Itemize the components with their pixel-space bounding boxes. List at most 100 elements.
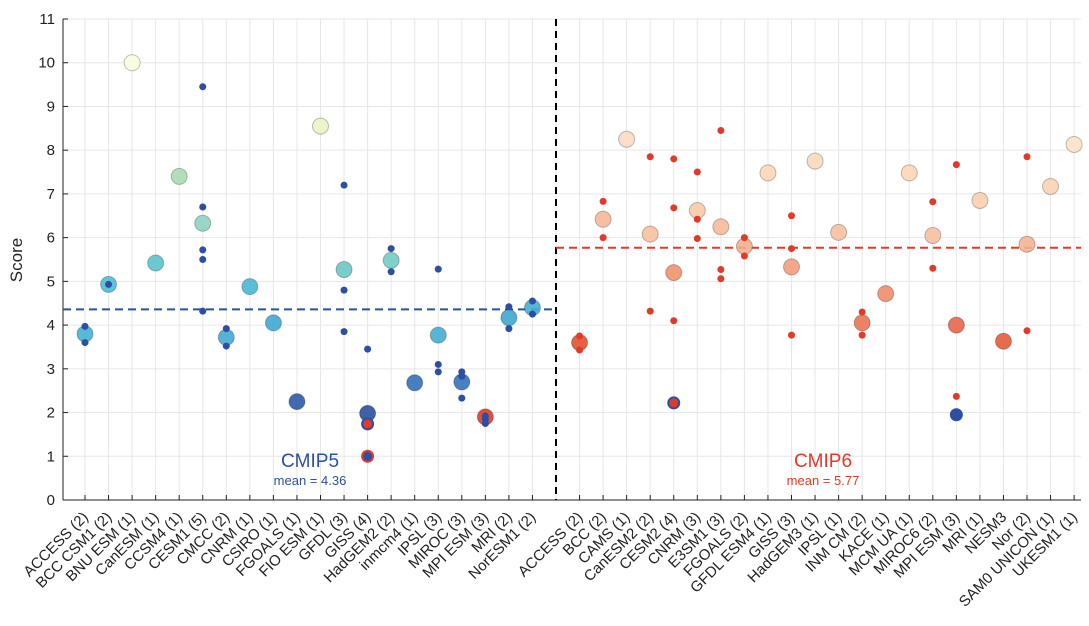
- member-marker: [599, 234, 607, 242]
- y-tick-label: 5: [47, 273, 55, 290]
- member-marker: [788, 212, 795, 220]
- y-tick-label: 9: [47, 98, 55, 115]
- member-marker: [717, 275, 725, 283]
- mean-marker: [1065, 135, 1083, 153]
- member-marker: [858, 308, 866, 316]
- member-marker: [361, 449, 375, 463]
- y-tick-label: 7: [47, 186, 55, 203]
- member-marker: [458, 372, 466, 380]
- y-tick-label: 0: [47, 492, 55, 509]
- member-marker: [340, 328, 348, 336]
- member-marker: [670, 204, 678, 212]
- mean-marker: [594, 210, 612, 228]
- member-marker: [361, 417, 375, 431]
- member-marker: [667, 396, 681, 410]
- group-label: CMIP6: [794, 451, 852, 472]
- member-marker: [693, 215, 701, 223]
- member-marker: [670, 317, 678, 325]
- y-axis-label: Score: [7, 238, 26, 282]
- member-marker: [199, 83, 207, 91]
- member-marker: [481, 419, 489, 427]
- mean-marker: [147, 254, 165, 272]
- mean-marker: [406, 374, 424, 392]
- y-tick-label: 4: [47, 317, 55, 334]
- mean-marker: [947, 316, 965, 334]
- mean-marker: [665, 264, 683, 282]
- mean-marker: [264, 314, 282, 332]
- mean-marker: [641, 225, 659, 243]
- mean-marker: [994, 332, 1012, 350]
- member-marker: [929, 264, 937, 272]
- mean-marker: [382, 251, 400, 269]
- group-mean-label: mean = 4.36: [274, 473, 347, 488]
- member-marker: [788, 245, 795, 253]
- member-marker: [693, 235, 701, 243]
- member-marker: [717, 266, 725, 274]
- member-marker: [858, 331, 866, 339]
- group-label: CMIP5: [281, 451, 339, 472]
- member-marker: [952, 392, 960, 400]
- member-marker: [81, 322, 89, 330]
- member-marker: [740, 252, 748, 260]
- mean-marker: [500, 309, 518, 327]
- member-marker: [387, 245, 395, 253]
- member-marker: [434, 360, 442, 368]
- mean-marker: [712, 218, 730, 236]
- mean-marker: [170, 167, 188, 185]
- y-tick-label: 3: [47, 361, 55, 378]
- y-tick-label: 1: [47, 448, 55, 465]
- member-marker: [434, 368, 442, 376]
- mean-marker: [924, 226, 942, 244]
- y-tick-label: 10: [38, 55, 55, 72]
- member-marker: [222, 342, 230, 350]
- mean-marker: [1042, 177, 1060, 195]
- member-marker: [670, 155, 678, 163]
- member-marker: [599, 197, 607, 205]
- member-marker: [199, 246, 207, 254]
- y-tick-label: 8: [47, 142, 55, 159]
- member-marker: [646, 307, 654, 315]
- member-marker: [434, 265, 442, 273]
- mean-marker: [312, 117, 329, 135]
- member-marker: [199, 256, 207, 263]
- member-marker: [717, 127, 725, 135]
- member-marker: [387, 268, 395, 276]
- group-mean-label: mean = 5.77: [787, 473, 860, 488]
- mean-marker: [1018, 235, 1036, 253]
- mean-marker: [853, 314, 871, 332]
- mean-marker: [429, 326, 447, 344]
- mean-marker: [900, 164, 918, 182]
- member-marker: [81, 339, 89, 347]
- member-marker: [340, 181, 348, 189]
- y-tick-label: 2: [47, 405, 55, 422]
- member-marker: [788, 331, 795, 339]
- mean-marker: [618, 130, 636, 148]
- member-marker: [949, 408, 963, 422]
- member-marker: [1023, 327, 1031, 335]
- member-marker: [693, 168, 701, 176]
- member-marker: [646, 153, 654, 161]
- member-marker: [364, 345, 372, 353]
- member-marker: [528, 310, 536, 318]
- member-marker: [929, 198, 937, 206]
- y-tick-label: 11: [39, 11, 55, 28]
- member-marker: [340, 286, 348, 294]
- member-marker: [505, 303, 513, 311]
- mean-marker: [335, 261, 353, 279]
- mean-marker: [759, 164, 777, 182]
- mean-marker: [194, 214, 212, 232]
- member-marker: [576, 346, 584, 354]
- mean-marker: [783, 258, 800, 276]
- mean-marker: [241, 278, 259, 296]
- member-marker: [199, 307, 207, 315]
- mean-marker: [806, 152, 824, 170]
- member-marker: [528, 297, 536, 305]
- member-marker: [576, 332, 584, 340]
- mean-marker: [877, 285, 895, 303]
- member-marker: [458, 394, 466, 402]
- mean-marker: [830, 223, 848, 241]
- member-marker: [222, 325, 230, 333]
- mean-marker: [288, 393, 306, 411]
- member-marker: [1023, 153, 1031, 161]
